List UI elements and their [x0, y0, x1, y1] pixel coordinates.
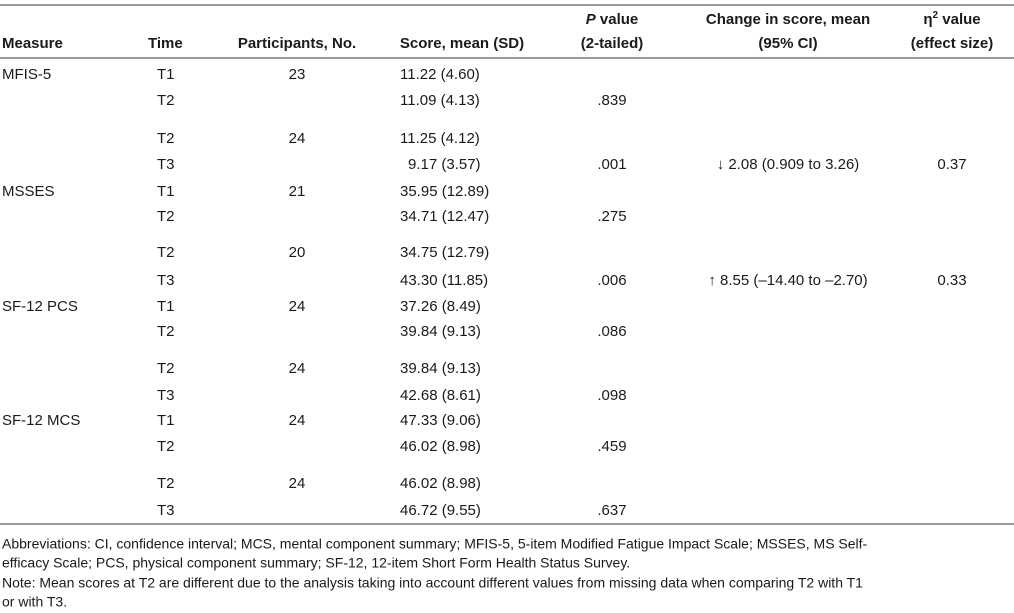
- table-cell: T2: [157, 92, 175, 109]
- header-text: value: [938, 11, 981, 28]
- table-cell: .001: [597, 156, 626, 173]
- table-cell: T3: [157, 387, 175, 404]
- table-cell: 11.22 (4.60): [400, 66, 480, 83]
- table-cell: 9.17 (3.57): [408, 156, 481, 173]
- table-cell: T1: [157, 66, 175, 83]
- table-cell: ↑ 8.55 (–14.40 to –2.70): [708, 272, 867, 289]
- header-sup: 2: [933, 10, 939, 21]
- table-cell: T2: [157, 130, 175, 147]
- header-cell: Time: [148, 35, 183, 52]
- table-cell: 11.09 (4.13): [400, 92, 480, 109]
- table-cell: T2: [157, 208, 175, 225]
- table-cell: .086: [597, 323, 626, 340]
- table-cell: 20: [289, 244, 306, 261]
- table-cell: MFIS-5: [2, 66, 51, 83]
- table-cell: 35.95 (12.89): [400, 183, 489, 200]
- table-cell: T3: [157, 156, 175, 173]
- table-cell: T1: [157, 298, 175, 315]
- table-cell: 42.68 (8.61): [400, 387, 481, 404]
- table-cell: 46.02 (8.98): [400, 475, 481, 492]
- header-cell: η2 value: [923, 10, 980, 28]
- table-cell: 39.84 (9.13): [400, 360, 481, 377]
- header-cell: (95% CI): [758, 35, 817, 52]
- table-cell: 34.71 (12.47): [400, 208, 489, 225]
- table-cell: 46.72 (9.55): [400, 502, 481, 519]
- table-cell: .839: [597, 92, 626, 109]
- table-cell: T3: [157, 272, 175, 289]
- header-italic: P: [586, 11, 597, 28]
- table-cell: .006: [597, 272, 626, 289]
- header-cell: Participants, No.: [238, 35, 356, 52]
- footnote: Note: Mean scores at T2 are different du…: [2, 575, 863, 591]
- header-cell: Change in score, mean: [706, 11, 870, 28]
- table-cell: 47.33 (9.06): [400, 412, 481, 429]
- table-cell: 24: [289, 360, 306, 377]
- table-cell: 0.33: [937, 272, 966, 289]
- table-cell: 21: [289, 183, 306, 200]
- footnote: Abbreviations: CI, confidence interval; …: [2, 536, 868, 552]
- table-cell: .098: [597, 387, 626, 404]
- table-cell: 46.02 (8.98): [400, 438, 481, 455]
- table-cell: MSSES: [2, 183, 55, 200]
- table-cell: 39.84 (9.13): [400, 323, 481, 340]
- table-cell: T1: [157, 412, 175, 429]
- header-cell: P value: [586, 11, 639, 28]
- footnote: efficacy Scale; PCS, physical component …: [2, 555, 630, 571]
- table-cell: 34.75 (12.79): [400, 244, 489, 261]
- table-cell: T3: [157, 502, 175, 519]
- footnote: or with T3.: [2, 594, 67, 610]
- table-cell: .275: [597, 208, 626, 225]
- table-cell: 0.37: [937, 156, 966, 173]
- table-cell: .637: [597, 502, 626, 519]
- table-cell: T2: [157, 438, 175, 455]
- header-cell: (2-tailed): [581, 35, 644, 52]
- header-symbol: η: [923, 11, 932, 28]
- table-cell: T2: [157, 475, 175, 492]
- header-text: value: [596, 11, 639, 28]
- table-cell: 24: [289, 475, 306, 492]
- table-cell: 24: [289, 298, 306, 315]
- table-cell: 23: [289, 66, 306, 83]
- table-cell: 11.25 (4.12): [400, 130, 480, 147]
- table-cell: T2: [157, 360, 175, 377]
- table-cell: 24: [289, 412, 306, 429]
- header-cell: Measure: [2, 35, 63, 52]
- table-cell: SF-12 PCS: [2, 298, 78, 315]
- table-cell: 43.30 (11.85): [400, 272, 488, 289]
- table-cell: SF-12 MCS: [2, 412, 80, 429]
- table-cell: .459: [597, 438, 626, 455]
- table-cell: T2: [157, 323, 175, 340]
- table-cell: T1: [157, 183, 175, 200]
- table-cell: 24: [289, 130, 306, 147]
- table-cell: 37.26 (8.49): [400, 298, 481, 315]
- table-cell: ↓ 2.08 (0.909 to 3.26): [717, 156, 860, 173]
- header-cell: (effect size): [911, 35, 994, 52]
- header-cell: Score, mean (SD): [400, 35, 524, 52]
- table-cell: T2: [157, 244, 175, 261]
